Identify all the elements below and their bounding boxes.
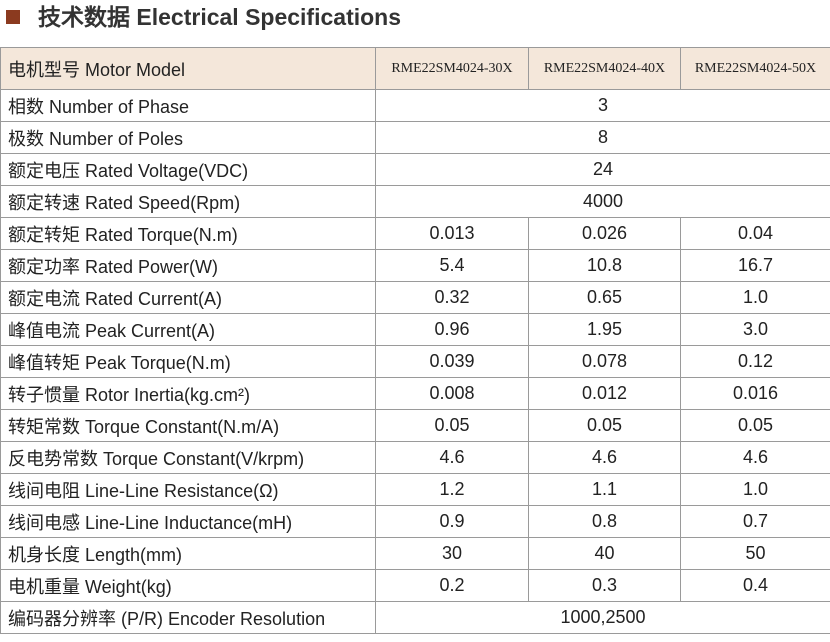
spec-row: 线间电感 Line-Line Inductance(mH) 0.9 0.8 0.7 xyxy=(0,505,830,538)
row-label: 转矩常数 Torque Constant(N.m/A) xyxy=(0,409,376,442)
spec-row: 额定功率 Rated Power(W) 5.4 10.8 16.7 xyxy=(0,249,830,282)
value-cell: 0.4 xyxy=(680,569,830,602)
value-cell: 0.05 xyxy=(680,409,830,442)
spec-row: 峰值转矩 Peak Torque(N.m) 0.039 0.078 0.12 xyxy=(0,345,830,378)
value-cell: 30 xyxy=(375,537,529,570)
value-cell: 1.95 xyxy=(528,313,681,346)
value-cell: 0.8 xyxy=(528,505,681,538)
value-cell: 4.6 xyxy=(680,441,830,474)
value-cell: 0.012 xyxy=(528,377,681,410)
value-cell: 0.12 xyxy=(680,345,830,378)
row-label: 峰值电流 Peak Current(A) xyxy=(0,313,376,346)
spec-row: 编码器分辨率 (P/R) Encoder Resolution 1000,2500 xyxy=(0,601,830,634)
row-label: 转子惯量 Rotor Inertia(kg.cm²) xyxy=(0,377,376,410)
spec-row: 额定电流 Rated Current(A) 0.32 0.65 1.0 xyxy=(0,281,830,314)
value-cell: 1.0 xyxy=(680,473,830,506)
spec-row: 电机重量 Weight(kg) 0.2 0.3 0.4 xyxy=(0,569,830,602)
value-cell: 1.2 xyxy=(375,473,529,506)
value-cell: 0.04 xyxy=(680,217,830,250)
model-cell: RME22SM4024-40X xyxy=(528,47,681,90)
value-cell: 4000 xyxy=(375,185,830,218)
model-cell: RME22SM4024-30X xyxy=(375,47,529,90)
spec-row: 额定转矩 Rated Torque(N.m) 0.013 0.026 0.04 xyxy=(0,217,830,250)
spec-row: 转矩常数 Torque Constant(N.m/A) 0.05 0.05 0.05 xyxy=(0,409,830,442)
value-cell: 3 xyxy=(375,89,830,122)
spec-row: 线间电阻 Line-Line Resistance(Ω) 1.2 1.1 1.0 xyxy=(0,473,830,506)
value-cell: 8 xyxy=(375,121,830,154)
value-cell: 4.6 xyxy=(528,441,681,474)
value-cell: 24 xyxy=(375,153,830,186)
value-cell: 0.05 xyxy=(528,409,681,442)
value-cell: 3.0 xyxy=(680,313,830,346)
value-cell: 0.65 xyxy=(528,281,681,314)
row-label: 反电势常数 Torque Constant(V/krpm) xyxy=(0,441,376,474)
value-cell: 0.9 xyxy=(375,505,529,538)
value-cell: 4.6 xyxy=(375,441,529,474)
model-cell: RME22SM4024-50X xyxy=(680,47,830,90)
spec-row: 转子惯量 Rotor Inertia(kg.cm²) 0.008 0.012 0.01… xyxy=(0,377,830,410)
value-cell: 0.3 xyxy=(528,569,681,602)
value-cell: 40 xyxy=(528,537,681,570)
value-cell: 0.32 xyxy=(375,281,529,314)
value-cell: 0.96 xyxy=(375,313,529,346)
value-cell: 16.7 xyxy=(680,249,830,282)
row-label: 电机重量 Weight(kg) xyxy=(0,569,376,602)
row-label: 额定转矩 Rated Torque(N.m) xyxy=(0,217,376,250)
value-cell: 0.7 xyxy=(680,505,830,538)
title: 技术数据 Electrical Specifications xyxy=(38,4,402,30)
value-cell: 0.078 xyxy=(528,345,681,378)
spec-row: 反电势常数 Torque Constant(V/krpm) 4.6 4.6 4.6 xyxy=(0,441,830,474)
value-cell: 1.0 xyxy=(680,281,830,314)
row-label: 机身长度 Length(mm) xyxy=(0,537,376,570)
header-row: 电机型号 Motor Model RME22SM4024-30X RME22SM40… xyxy=(0,47,830,90)
row-label: 额定转速 Rated Speed(Rpm) xyxy=(0,185,376,218)
value-cell: 0.008 xyxy=(375,377,529,410)
spec-row: 峰值电流 Peak Current(A) 0.96 1.95 3.0 xyxy=(0,313,830,346)
value-cell: 10.8 xyxy=(528,249,681,282)
value-cell: 50 xyxy=(680,537,830,570)
value-cell: 0.013 xyxy=(375,217,529,250)
value-cell: 5.4 xyxy=(375,249,529,282)
row-label: 编码器分辨率 (P/R) Encoder Resolution xyxy=(0,601,376,634)
spec-row: 机身长度 Length(mm) 30 40 50 xyxy=(0,537,830,570)
spec-row: 极数 Number of Poles 8 xyxy=(0,121,830,154)
table-body: 电机型号 Motor Model RME22SM4024-30X RME22SM40… xyxy=(0,47,830,634)
value-cell: 0.039 xyxy=(375,345,529,378)
title-bar: 技术数据 Electrical Specifications xyxy=(0,0,830,40)
row-label: 相数 Number of Phase xyxy=(0,89,376,122)
value-cell: 0.2 xyxy=(375,569,529,602)
row-label: 额定电流 Rated Current(A) xyxy=(0,281,376,314)
value-cell: 0.016 xyxy=(680,377,830,410)
value-cell: 1.1 xyxy=(528,473,681,506)
title-icon xyxy=(6,10,20,24)
spec-row: 额定转速 Rated Speed(Rpm) 4000 xyxy=(0,185,830,218)
row-label: 峰值转矩 Peak Torque(N.m) xyxy=(0,345,376,378)
row-label: 极数 Number of Poles xyxy=(0,121,376,154)
row-label: 额定功率 Rated Power(W) xyxy=(0,249,376,282)
row-label: 线间电感 Line-Line Inductance(mH) xyxy=(0,505,376,538)
spec-table: 电机型号 Motor Model RME22SM4024-30X RME22SM40… xyxy=(0,47,830,634)
value-cell: 0.026 xyxy=(528,217,681,250)
spec-row: 相数 Number of Phase 3 xyxy=(0,89,830,122)
value-cell: 0.05 xyxy=(375,409,529,442)
row-label: 线间电阻 Line-Line Resistance(Ω) xyxy=(0,473,376,506)
header-label: 电机型号 Motor Model xyxy=(0,47,376,90)
value-cell: 1000,2500 xyxy=(375,601,830,634)
spec-row: 额定电压 Rated Voltage(VDC) 24 xyxy=(0,153,830,186)
row-label: 额定电压 Rated Voltage(VDC) xyxy=(0,153,376,186)
